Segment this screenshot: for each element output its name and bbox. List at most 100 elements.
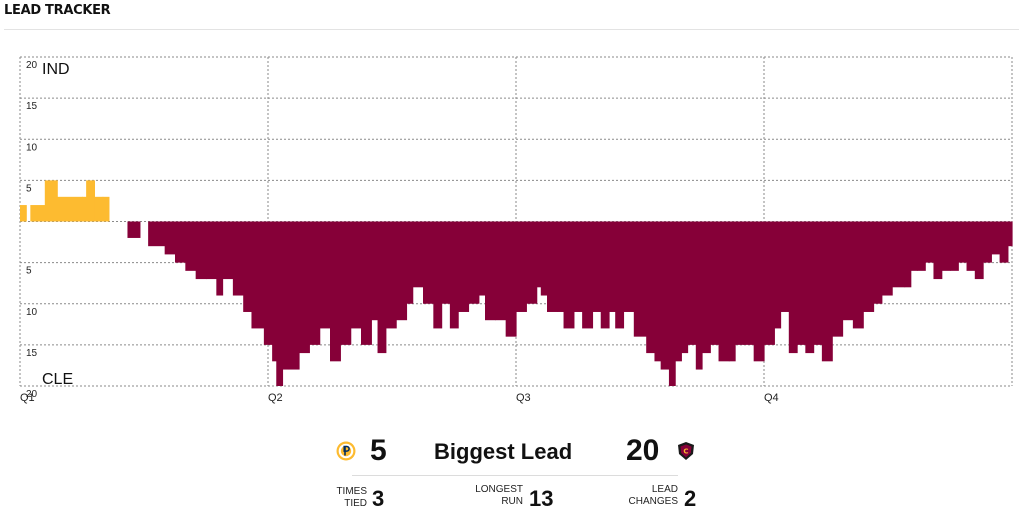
cle-lead-bar <box>185 221 197 271</box>
cle-lead-bar <box>195 221 207 280</box>
quarter-label: Q4 <box>764 392 779 404</box>
cle-lead-bar <box>966 221 976 271</box>
cle-lead-bar <box>941 221 951 271</box>
cle-lead-bar <box>933 221 943 280</box>
cle-lead-bar <box>478 221 486 296</box>
cle-lead-bar <box>702 221 711 354</box>
lead-changes-label: LEAD CHANGES <box>628 484 678 507</box>
cle-lead-bar <box>873 221 883 304</box>
y-tick-label: 15 <box>26 348 38 359</box>
biggest-lead-row: 5 Biggest Lead 20 C <box>330 432 700 472</box>
cle-lead-bar <box>309 221 321 345</box>
cle-lead-bar <box>516 221 527 312</box>
y-tick-label: 20 <box>26 389 38 400</box>
cle-lead-bar <box>340 221 352 345</box>
cle-lead-bar <box>687 221 697 345</box>
pacers-logo-icon <box>336 441 356 461</box>
ind-lead-bar <box>44 180 58 222</box>
cle-lead-bar <box>222 221 234 280</box>
quarter-label: Q2 <box>268 392 283 404</box>
biggest-lead-label: Biggest Lead <box>434 439 573 464</box>
cle-lead-bar <box>904 221 912 288</box>
cle-lead-bar <box>797 221 806 345</box>
summary-divider <box>352 475 678 476</box>
cle-lead-bar <box>243 221 253 312</box>
title-divider <box>4 29 1019 30</box>
cle-lead-bar <box>805 221 815 354</box>
cle-lead-bar <box>272 221 277 362</box>
y-tick-label: 10 <box>26 307 38 318</box>
times-tied-value: 3 <box>372 486 385 511</box>
cle-lead-bar <box>974 221 984 280</box>
y-tick-label: 10 <box>26 142 38 153</box>
cle-lead-bar <box>263 221 273 345</box>
cle-lead-bar <box>423 221 434 304</box>
cle-lead-bar <box>592 221 602 312</box>
cle-lead-bar <box>536 221 542 288</box>
cle-lead-bar <box>282 221 290 370</box>
cle-lead-bar <box>175 221 186 263</box>
cle-lead-bar <box>412 221 424 288</box>
cle-lead-bar <box>127 221 141 238</box>
cle-lead-bar <box>821 221 833 362</box>
lead-bars <box>20 180 1013 386</box>
cle-lead-bar <box>728 221 736 362</box>
cle-lead-bar <box>892 221 906 288</box>
y-tick-label: 15 <box>26 101 38 112</box>
cle-lead-bar <box>788 221 798 354</box>
cle-lead-bar <box>600 221 610 329</box>
cle-lead-bar <box>371 221 379 321</box>
cle-lead-bar <box>377 221 387 354</box>
cle-lead-bar <box>950 221 959 271</box>
cle-lead-bar <box>232 221 244 296</box>
cle-lead-bar <box>361 221 372 345</box>
cle-lead-bar <box>660 221 670 370</box>
ind-lead-bar <box>94 196 104 222</box>
cle-lead-bar <box>573 221 583 312</box>
cle-lead-bar <box>1007 221 1013 247</box>
cle-lead-bar <box>633 221 647 337</box>
cle-lead-bar <box>832 221 844 337</box>
cle-lead-bar <box>276 221 284 386</box>
lead-tracker-chart: 20 15 10 5 5 10 15 20 Q1 Q2 Q3 Q4 IND CLE <box>19 56 1013 404</box>
cle-lead-bar <box>540 221 548 296</box>
cle-lead-bar <box>910 221 918 271</box>
cle-lead-bar <box>743 221 755 345</box>
cle-lead-bar <box>458 221 470 312</box>
ind-lead-bar <box>57 196 83 222</box>
cle-lead-bar <box>623 221 635 312</box>
cle-lead-bar <box>288 221 300 370</box>
svg-text:C: C <box>683 448 688 456</box>
y-tick-label: 20 <box>26 60 38 71</box>
cle-lead-bar <box>526 221 538 304</box>
quarter-label: Q3 <box>516 392 531 404</box>
cle-lead-bar <box>916 221 926 271</box>
cle-biggest-lead: 20 <box>626 434 660 467</box>
cle-lead-bar <box>468 221 480 304</box>
cle-lead-bar <box>646 221 656 354</box>
cle-lead-bar <box>433 221 443 329</box>
cle-lead-bar <box>563 221 575 329</box>
cle-lead-bar <box>385 221 397 329</box>
cavaliers-logo-icon: C <box>678 442 694 460</box>
y-tick-label: 5 <box>26 183 32 194</box>
cle-lead-bar <box>251 221 265 329</box>
cle-lead-bar <box>547 221 558 312</box>
cle-lead-bar <box>925 221 935 263</box>
cle-lead-bar <box>495 221 507 321</box>
cle-lead-bar <box>735 221 744 345</box>
times-tied-label: TIMES TIED <box>336 486 367 509</box>
cle-lead-bar <box>505 221 517 337</box>
ind-biggest-lead: 5 <box>370 434 387 467</box>
quarter-labels: Q1 Q2 Q3 Q4 <box>20 392 779 404</box>
ind-lead-bar <box>82 196 87 222</box>
cle-lead-bar <box>774 221 782 329</box>
cle-lead-bar <box>710 221 720 345</box>
cle-lead-bar <box>681 221 689 354</box>
cle-lead-bar <box>582 221 594 329</box>
cle-lead-bar <box>718 221 730 362</box>
cle-lead-bar <box>216 221 224 296</box>
cle-lead-bar <box>753 221 765 362</box>
cle-lead-bar <box>991 221 1001 255</box>
cle-lead-bar <box>485 221 496 321</box>
